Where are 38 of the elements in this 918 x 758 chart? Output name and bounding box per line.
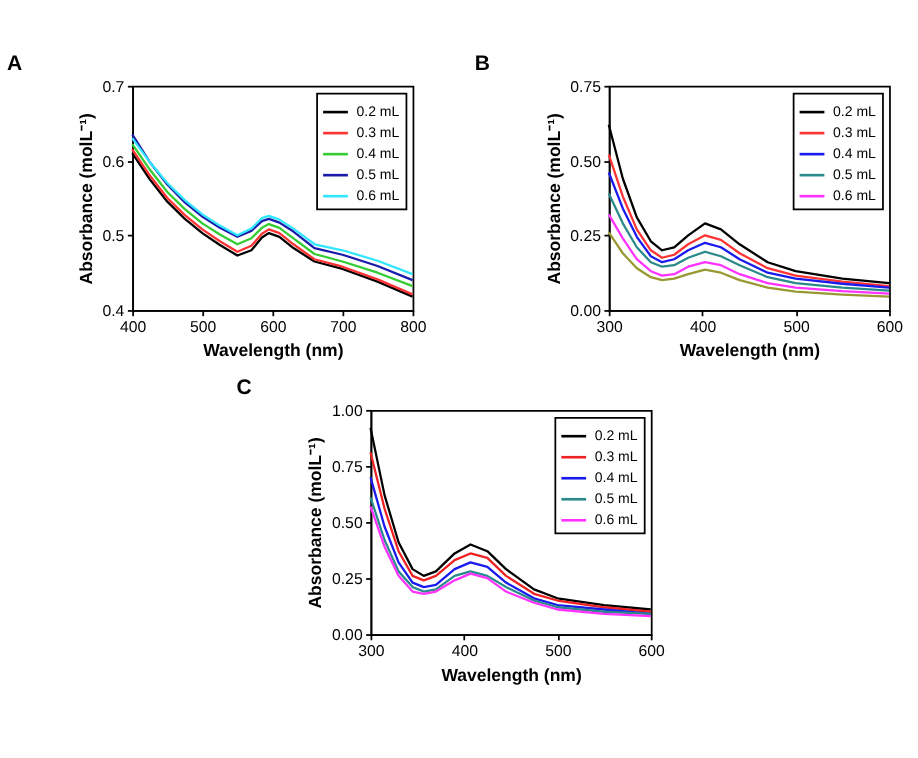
y-tick-label: 0.75	[331, 458, 364, 477]
y-tick-label: 0.4	[102, 302, 126, 321]
x-tick-label: 800	[400, 317, 428, 336]
y-tick-label: 0.50	[570, 152, 603, 171]
line-series	[607, 213, 891, 295]
y-tick-label: 0.00	[331, 626, 364, 645]
y-axis-title: Absorbance (molL⁻¹)	[305, 437, 326, 609]
x-tick-label: 500	[545, 642, 573, 661]
y-tick-label: 0.75	[570, 77, 603, 96]
x-tick-label: 500	[190, 317, 218, 336]
x-tick-label: 600	[638, 642, 667, 661]
chart-title: A	[6, 52, 23, 77]
y-tick-label: 0.7	[102, 77, 125, 96]
x-tick-label: 600	[876, 317, 905, 336]
line-series	[607, 192, 891, 292]
x-tick-label: 700	[330, 317, 358, 336]
chart-title: C	[236, 376, 253, 401]
y-tick-label: 0.25	[331, 570, 364, 589]
x-tick-label: 400	[120, 317, 148, 336]
y-axis-title: Absorbance (molL⁻¹)	[543, 113, 564, 285]
x-axis-title: Wavelength (nm)	[441, 664, 582, 685]
x-axis-title: Wavelength (nm)	[679, 340, 821, 361]
x-tick-label: 300	[358, 642, 386, 661]
y-tick-label: 0.6	[102, 152, 126, 171]
x-tick-label: 600	[260, 317, 288, 336]
line-series	[607, 231, 891, 298]
x-tick-label: 400	[451, 642, 480, 661]
x-axis-title: Wavelength (nm)	[203, 340, 344, 361]
x-tick-label: 400	[689, 317, 718, 336]
x-tick-label: 500	[783, 317, 811, 336]
chart-title: B	[474, 52, 491, 77]
y-tick-label: 0.00	[570, 302, 603, 321]
y-tick-label: 1.00	[331, 402, 364, 421]
x-tick-label: 300	[596, 317, 625, 336]
y-tick-label: 0.5	[102, 227, 126, 246]
y-tick-label: 0.50	[331, 514, 364, 533]
y-axis-title: Absorbance (molL⁻¹)	[75, 113, 96, 285]
y-tick-label: 0.25	[570, 227, 603, 246]
